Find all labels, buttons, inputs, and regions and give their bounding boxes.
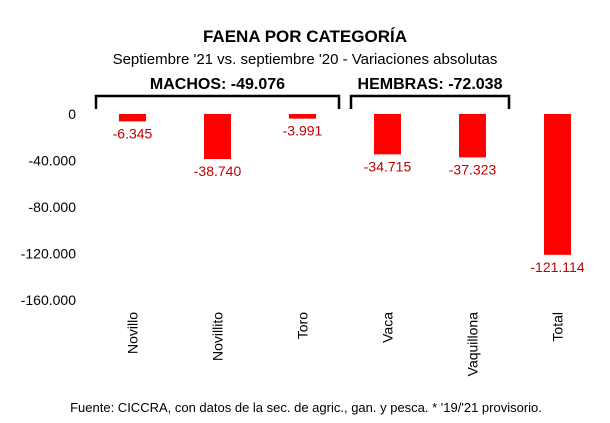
bars	[119, 114, 571, 255]
y-tick-label: -40.000	[29, 153, 77, 169]
category-label: Vaca	[380, 312, 396, 343]
bar-novillo	[119, 114, 146, 122]
data-labels: -6.345 -38.740 -3.991 -34.715 -37.323 -121.11…	[113, 123, 585, 275]
category-label: Vaquillona	[465, 312, 481, 377]
category-labels: Novillo Novillito Toro Vaca Vaquillona Total	[125, 312, 566, 377]
bar-toro	[289, 114, 316, 119]
group-label: MACHOS: -49.076	[150, 76, 285, 93]
y-tick-label: 0	[68, 106, 76, 122]
y-tick-label: -80.000	[29, 199, 77, 215]
data-label: -6.345	[113, 125, 153, 141]
bar-vaquillona	[459, 114, 486, 158]
category-label: Toro	[295, 312, 311, 339]
y-axis: 0 -40.000 -80.000 -120.000 -160.000	[21, 106, 76, 308]
group-bracket	[94, 94, 341, 109]
group-brackets: MACHOS: -49.076 HEMBRAS: -72.038	[94, 76, 511, 109]
chart-title: FAENA POR CATEGORÍA	[203, 27, 407, 46]
data-label: -37.323	[449, 161, 497, 177]
chart-subtitle: Septiembre '21 vs. septiembre '20 - Vari…	[113, 51, 498, 68]
group-label: HEMBRAS: -72.038	[358, 76, 503, 93]
bar-novillito	[204, 114, 231, 160]
category-label: Total	[550, 312, 566, 342]
data-label: -121.114	[530, 259, 584, 275]
group-bracket	[349, 94, 511, 109]
data-label: -38.740	[194, 163, 242, 179]
data-label: -34.715	[364, 158, 412, 174]
data-label: -3.991	[283, 123, 323, 139]
category-label: Novillito	[210, 312, 226, 361]
bar-vaca	[374, 114, 401, 155]
y-tick-label: -120.000	[21, 246, 76, 262]
y-tick-label: -160.000	[21, 292, 76, 308]
category-label: Novillo	[125, 312, 141, 354]
source-note: Fuente: CICCRA, con datos de la sec. de …	[70, 400, 542, 415]
bar-total	[544, 114, 571, 255]
